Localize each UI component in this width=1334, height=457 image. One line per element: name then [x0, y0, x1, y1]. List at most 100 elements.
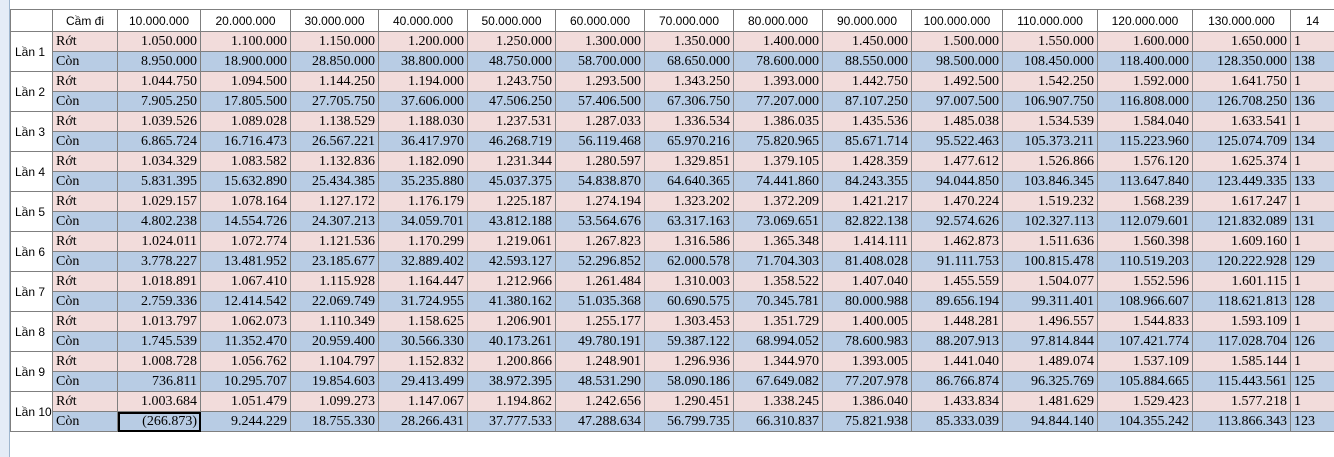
round-label: Lần 5 — [10, 191, 53, 232]
cell: 85.333.039 — [911, 411, 1003, 432]
cell: 29.413.499 — [378, 371, 468, 392]
cell: 1.050.000 — [117, 31, 201, 52]
cell: 70.345.781 — [733, 291, 823, 312]
cell: 1.194.000 — [378, 71, 468, 92]
cell: 1.051.479 — [200, 391, 291, 412]
cell: 73.069.651 — [733, 211, 823, 232]
column-header: 100.000.000 — [911, 9, 1003, 32]
cell: 1.400.005 — [822, 311, 912, 332]
cell: 8.950.000 — [117, 51, 201, 72]
cell: 18.900.000 — [200, 51, 291, 72]
cell: 15.632.890 — [200, 171, 291, 192]
round-label: Lần 8 — [10, 311, 53, 352]
cell: 1.013.797 — [117, 311, 201, 332]
cell: 1.062.073 — [200, 311, 291, 332]
cell: 47.506.250 — [467, 91, 556, 112]
cell: 28.850.000 — [290, 51, 379, 72]
cell: 97.007.500 — [911, 91, 1003, 112]
cell: 1.492.500 — [911, 71, 1003, 92]
cell: 1.542.250 — [1002, 71, 1098, 92]
line-name: Rớt — [52, 391, 118, 412]
cell: 1.267.823 — [555, 231, 645, 252]
line-name: Rớt — [52, 151, 118, 172]
round-label: Lần 10 — [10, 391, 53, 432]
cell: 1 — [1290, 191, 1334, 212]
column-header: 60.000.000 — [555, 9, 645, 32]
cell: 74.441.860 — [733, 171, 823, 192]
data-row: Lần 8 Rớt 1.013.797 1.062.073 1.110.349 1.158… — [10, 311, 1334, 352]
cell: 1.231.344 — [467, 151, 556, 172]
cell: 38.972.395 — [467, 371, 556, 392]
cell: 28.266.431 — [378, 411, 468, 432]
cell: 27.705.750 — [290, 91, 379, 112]
cell: 1.470.224 — [911, 191, 1003, 212]
cell: 103.846.345 — [1002, 171, 1098, 192]
line-name: Rớt — [52, 71, 118, 92]
cell: 107.421.774 — [1097, 331, 1193, 352]
cell: 47.288.634 — [555, 411, 645, 432]
cell: 1.242.656 — [555, 391, 645, 412]
data-row: Lần 3 Rớt 1.039.526 1.089.028 1.138.529 1.188… — [10, 111, 1334, 152]
cell: 3.778.227 — [117, 251, 201, 272]
data-table: Cầm đi 10.000.000 20.000.000 30.000.000 40.0… — [10, 9, 1334, 432]
cell: 31.724.955 — [378, 291, 468, 312]
line-name: Còn — [52, 51, 118, 72]
cell: 1.477.612 — [911, 151, 1003, 172]
cell: 97.814.844 — [1002, 331, 1098, 352]
cell: 68.650.000 — [644, 51, 734, 72]
cell: 42.593.127 — [467, 251, 556, 272]
cell: 1.310.003 — [644, 271, 734, 292]
cell: (266.873) — [117, 411, 201, 432]
line-name: Còn — [52, 131, 118, 152]
cell: 14.554.726 — [200, 211, 291, 232]
cell: 36.417.970 — [378, 131, 468, 152]
cell: 1.386.040 — [822, 391, 912, 412]
cell: 1.393.005 — [822, 351, 912, 372]
cell: 26.567.221 — [290, 131, 379, 152]
cell: 1 — [1290, 311, 1334, 332]
cell: 1.121.536 — [290, 231, 379, 252]
data-row: Còn 6.865.724 16.716.473 26.567.221 36.417.9… — [11, 131, 1334, 152]
cell: 131 — [1290, 211, 1334, 232]
cell: 1.351.729 — [733, 311, 823, 332]
cell: 128.350.000 — [1192, 51, 1291, 72]
line-name: Còn — [52, 331, 118, 352]
cell: 1.182.090 — [378, 151, 468, 172]
cell: 10.295.707 — [200, 371, 291, 392]
cell: 88.550.000 — [822, 51, 912, 72]
cell: 1.560.398 — [1097, 231, 1193, 252]
cell: 7.905.250 — [117, 91, 201, 112]
cell: 1.072.774 — [200, 231, 291, 252]
cell: 22.069.749 — [290, 291, 379, 312]
cell: 40.173.261 — [467, 331, 556, 352]
cell: 736.811 — [117, 371, 201, 392]
cell: 20.959.400 — [290, 331, 379, 352]
cell: 5.831.395 — [117, 171, 201, 192]
cell: 1.200.000 — [378, 31, 468, 52]
cell: 1.393.000 — [733, 71, 823, 92]
cell: 56.799.735 — [644, 411, 734, 432]
cell: 1.496.557 — [1002, 311, 1098, 332]
cell: 1.511.636 — [1002, 231, 1098, 252]
cell: 87.107.250 — [822, 91, 912, 112]
cell: 85.671.714 — [822, 131, 912, 152]
data-row: Lần 9 Rớt 1.008.728 1.056.762 1.104.797 1.152… — [10, 351, 1334, 392]
cell: 1.219.061 — [467, 231, 556, 252]
data-row: Còn 5.831.395 15.632.890 25.434.385 35.235.8… — [11, 171, 1334, 192]
column-header: 130.000.000 — [1192, 9, 1291, 32]
line-name: Còn — [52, 251, 118, 272]
cell: 1.552.596 — [1097, 271, 1193, 292]
cell: 123.449.335 — [1192, 171, 1291, 192]
cell: 86.766.874 — [911, 371, 1003, 392]
cell: 1.338.245 — [733, 391, 823, 412]
column-header: 120.000.000 — [1097, 9, 1193, 32]
cell: 105.373.211 — [1002, 131, 1098, 152]
data-row: Còn 736.811 10.295.707 19.854.603 29.413.499… — [11, 371, 1334, 392]
cell: 1.296.936 — [644, 351, 734, 372]
cell: 1.176.179 — [378, 191, 468, 212]
cell: 1.500.000 — [911, 31, 1003, 52]
cell: 34.059.701 — [378, 211, 468, 232]
column-header: 110.000.000 — [1002, 9, 1098, 32]
cell: 63.317.163 — [644, 211, 734, 232]
